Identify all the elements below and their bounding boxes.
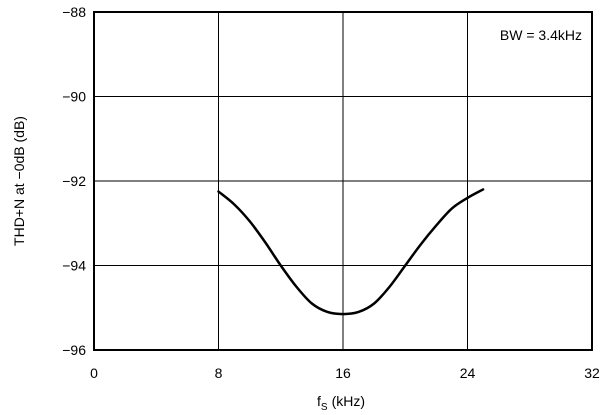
y-tick-label: −90 (62, 89, 86, 105)
x-axis-symbol: f (317, 393, 321, 409)
y-axis-label: THD+N at −0dB (dB) (11, 116, 27, 246)
x-axis-label: fS (kHz) (317, 393, 365, 413)
x-tick-label: 32 (584, 365, 600, 381)
bw-annotation: BW = 3.4kHz (500, 27, 582, 43)
y-tick-labels: −88 −90 −92 −94 −96 (62, 4, 86, 358)
x-tick-label: 8 (215, 365, 223, 381)
y-tick-label: −92 (62, 173, 86, 189)
x-tick-label: 0 (90, 365, 98, 381)
series-line (217, 188, 485, 316)
grid (94, 12, 592, 350)
plot-frame (93, 11, 593, 351)
x-axis-units: (kHz) (332, 393, 365, 409)
y-tick-label: −96 (62, 342, 86, 358)
x-tick-label: 24 (460, 365, 476, 381)
x-tick-label: 16 (335, 365, 351, 381)
y-tick-label: −94 (62, 258, 86, 274)
x-tick-labels: 0 8 16 24 32 (90, 365, 600, 381)
x-axis-subscript: S (321, 402, 328, 413)
y-tick-label: −88 (62, 4, 86, 20)
